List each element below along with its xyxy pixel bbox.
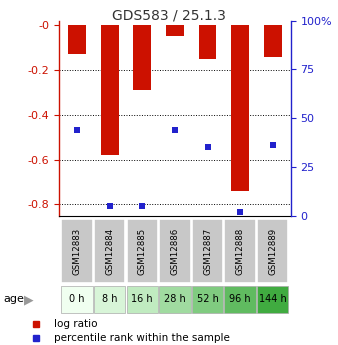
Text: age: age (3, 295, 24, 304)
Text: 0 h: 0 h (69, 294, 85, 304)
Bar (101, 25, 119, 155)
Bar (62, 219, 93, 283)
Text: 96 h: 96 h (229, 294, 251, 304)
Bar (192, 219, 223, 283)
Bar (68, 25, 86, 54)
Text: 16 h: 16 h (131, 294, 153, 304)
Bar (159, 219, 191, 283)
Text: percentile rank within the sample: percentile rank within the sample (54, 333, 230, 343)
Text: 28 h: 28 h (164, 294, 186, 304)
Text: 8 h: 8 h (102, 294, 117, 304)
Bar (224, 219, 256, 283)
Text: GSM12884: GSM12884 (105, 227, 114, 275)
Bar (166, 25, 184, 36)
Bar (127, 286, 158, 313)
Bar (264, 25, 282, 57)
Text: 52 h: 52 h (197, 294, 218, 304)
Text: GSM12886: GSM12886 (170, 227, 179, 275)
Bar (192, 286, 223, 313)
Text: GDS583 / 25.1.3: GDS583 / 25.1.3 (112, 9, 226, 23)
Bar (257, 219, 288, 283)
Text: 144 h: 144 h (259, 294, 287, 304)
Bar (257, 286, 288, 313)
Bar (62, 286, 93, 313)
Bar (231, 25, 249, 191)
Text: GSM12887: GSM12887 (203, 227, 212, 275)
Text: GSM12888: GSM12888 (236, 227, 245, 275)
Bar (94, 219, 125, 283)
Text: ▶: ▶ (24, 293, 34, 306)
Bar (127, 219, 158, 283)
Bar (224, 286, 256, 313)
Bar (94, 286, 125, 313)
Bar (159, 286, 191, 313)
Text: GSM12889: GSM12889 (268, 227, 277, 275)
Text: log ratio: log ratio (54, 319, 98, 329)
Text: GSM12885: GSM12885 (138, 227, 147, 275)
Bar (133, 25, 151, 90)
Bar (198, 25, 217, 59)
Text: GSM12883: GSM12883 (73, 227, 81, 275)
